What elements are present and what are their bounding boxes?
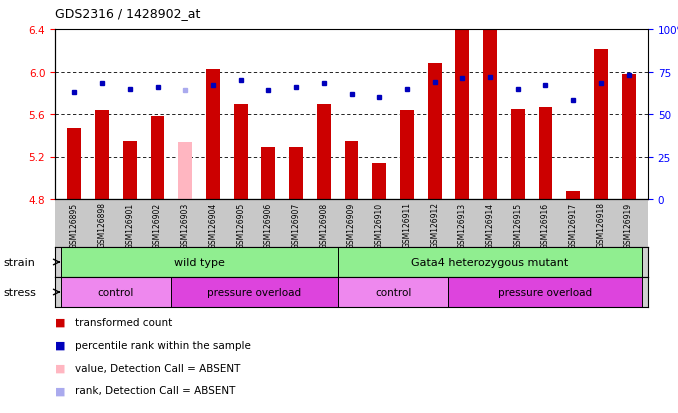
Bar — [483, 3, 497, 199]
Text: GSM126908: GSM126908 — [319, 202, 328, 248]
Bar — [338, 247, 643, 277]
Bar — [428, 64, 441, 199]
Bar — [206, 70, 220, 199]
Bar — [68, 128, 81, 199]
Bar — [262, 147, 275, 199]
Text: GSM126915: GSM126915 — [513, 202, 522, 248]
Bar — [60, 277, 172, 307]
Bar — [123, 141, 137, 199]
Bar — [172, 277, 338, 307]
Text: wild type: wild type — [174, 257, 224, 267]
Text: GSM126906: GSM126906 — [264, 202, 273, 248]
Bar — [178, 142, 192, 199]
Text: GSM126909: GSM126909 — [347, 202, 356, 248]
Text: Gata4 heterozygous mutant: Gata4 heterozygous mutant — [412, 257, 569, 267]
Text: rank, Detection Call = ABSENT: rank, Detection Call = ABSENT — [75, 385, 236, 395]
Bar — [151, 117, 165, 199]
Text: GSM126916: GSM126916 — [541, 202, 550, 248]
Bar — [338, 277, 448, 307]
Text: GSM126902: GSM126902 — [153, 202, 162, 248]
Bar — [95, 111, 109, 199]
Text: GSM126903: GSM126903 — [181, 202, 190, 248]
Text: control: control — [98, 287, 134, 297]
Text: percentile rank within the sample: percentile rank within the sample — [75, 340, 252, 350]
Text: GDS2316 / 1428902_at: GDS2316 / 1428902_at — [55, 7, 201, 20]
Bar — [511, 109, 525, 199]
Text: GSM126918: GSM126918 — [597, 202, 605, 248]
Text: stress: stress — [3, 287, 36, 297]
Text: control: control — [375, 287, 412, 297]
Text: ■: ■ — [55, 385, 66, 395]
Bar — [538, 107, 553, 199]
Text: GSM126905: GSM126905 — [236, 202, 245, 248]
Text: GSM126901: GSM126901 — [125, 202, 134, 248]
Bar — [456, 3, 469, 199]
Text: GSM126913: GSM126913 — [458, 202, 467, 248]
Text: GSM126904: GSM126904 — [208, 202, 218, 248]
Bar — [400, 111, 414, 199]
Bar — [566, 191, 580, 199]
Text: pressure overload: pressure overload — [498, 287, 593, 297]
Bar — [234, 105, 247, 199]
Bar — [448, 277, 643, 307]
Text: GSM126895: GSM126895 — [70, 202, 79, 248]
Bar — [594, 50, 607, 199]
Text: ■: ■ — [55, 317, 66, 327]
Text: value, Detection Call = ABSENT: value, Detection Call = ABSENT — [75, 363, 241, 373]
Text: strain: strain — [3, 257, 35, 267]
Bar — [622, 74, 635, 199]
Text: GSM126898: GSM126898 — [98, 202, 106, 248]
Text: pressure overload: pressure overload — [207, 287, 302, 297]
Bar — [317, 105, 331, 199]
Text: ■: ■ — [55, 363, 66, 373]
Text: GSM126919: GSM126919 — [624, 202, 633, 248]
Text: transformed count: transformed count — [75, 317, 173, 327]
Text: GSM126912: GSM126912 — [430, 202, 439, 248]
Text: ■: ■ — [55, 340, 66, 350]
Text: GSM126914: GSM126914 — [485, 202, 494, 248]
Text: GSM126917: GSM126917 — [569, 202, 578, 248]
Bar — [289, 147, 303, 199]
Bar — [60, 247, 338, 277]
Text: GSM126910: GSM126910 — [375, 202, 384, 248]
Bar — [372, 164, 386, 199]
Text: GSM126907: GSM126907 — [292, 202, 300, 248]
Text: GSM126911: GSM126911 — [403, 202, 412, 248]
Bar — [344, 141, 359, 199]
